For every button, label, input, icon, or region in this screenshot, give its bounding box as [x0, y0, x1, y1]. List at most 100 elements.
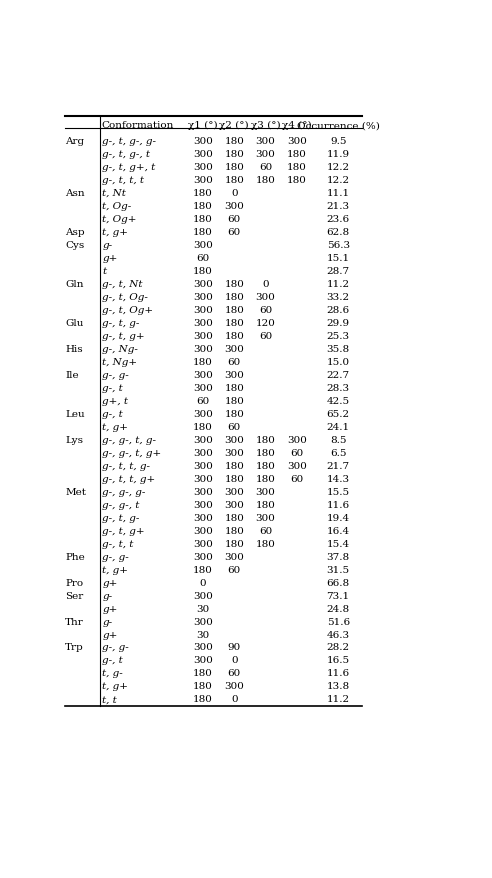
Text: 0: 0	[231, 189, 238, 198]
Text: 11.2: 11.2	[327, 279, 350, 288]
Text: 60: 60	[196, 254, 210, 263]
Text: Lys: Lys	[65, 435, 83, 444]
Text: 300: 300	[193, 137, 213, 146]
Text: g-, t: g-, t	[102, 656, 123, 665]
Text: 120: 120	[255, 318, 276, 327]
Text: 56.3: 56.3	[327, 241, 350, 249]
Text: g+: g+	[102, 630, 118, 639]
Text: Thr: Thr	[65, 617, 84, 626]
Text: 300: 300	[193, 279, 213, 288]
Text: g-, t, g-, g-: g-, t, g-, g-	[102, 137, 156, 146]
Text: 180: 180	[224, 383, 244, 392]
Text: 180: 180	[224, 461, 244, 470]
Text: 180: 180	[255, 176, 276, 184]
Text: 300: 300	[224, 448, 244, 457]
Text: g-, t, t, g+: g-, t, t, g+	[102, 474, 155, 483]
Text: 0: 0	[262, 279, 269, 288]
Text: 14.3: 14.3	[327, 474, 350, 483]
Text: Arg: Arg	[65, 137, 85, 146]
Text: 300: 300	[224, 487, 244, 496]
Text: 300: 300	[224, 344, 244, 353]
Text: 60: 60	[259, 162, 272, 171]
Text: 21.7: 21.7	[327, 461, 350, 470]
Text: 11.6: 11.6	[327, 500, 350, 509]
Text: Cys: Cys	[65, 241, 85, 249]
Text: t, g+: t, g+	[102, 227, 128, 236]
Text: 180: 180	[224, 306, 244, 314]
Text: g-, t, g-: g-, t, g-	[102, 513, 140, 522]
Text: 60: 60	[259, 331, 272, 341]
Text: 37.8: 37.8	[327, 552, 350, 561]
Text: 300: 300	[193, 552, 213, 561]
Text: 60: 60	[228, 565, 241, 574]
Text: 23.6: 23.6	[327, 214, 350, 223]
Text: g-, t, g+: g-, t, g+	[102, 526, 145, 535]
Text: 180: 180	[224, 279, 244, 288]
Text: 90: 90	[228, 643, 241, 651]
Text: 300: 300	[193, 643, 213, 651]
Text: 180: 180	[255, 435, 276, 444]
Text: t: t	[102, 266, 106, 276]
Text: 30: 30	[196, 604, 210, 613]
Text: 300: 300	[255, 513, 276, 522]
Text: 300: 300	[193, 526, 213, 535]
Text: 180: 180	[255, 474, 276, 483]
Text: 11.1: 11.1	[327, 189, 350, 198]
Text: 180: 180	[224, 162, 244, 171]
Text: 25.3: 25.3	[327, 331, 350, 341]
Text: 300: 300	[224, 552, 244, 561]
Text: t, Og-: t, Og-	[102, 201, 131, 211]
Text: 300: 300	[193, 241, 213, 249]
Text: 180: 180	[224, 539, 244, 548]
Text: g-: g-	[102, 617, 113, 626]
Text: g-, g-, t: g-, g-, t	[102, 500, 140, 509]
Text: χ2 (°): χ2 (°)	[219, 121, 249, 130]
Text: 12.2: 12.2	[327, 162, 350, 171]
Text: 60: 60	[228, 227, 241, 236]
Text: g-, t, g-: g-, t, g-	[102, 318, 140, 327]
Text: Phe: Phe	[65, 552, 85, 561]
Text: 16.4: 16.4	[327, 526, 350, 535]
Text: g-, t, Nt: g-, t, Nt	[102, 279, 143, 288]
Text: 16.5: 16.5	[327, 656, 350, 665]
Text: 65.2: 65.2	[327, 409, 350, 418]
Text: 300: 300	[193, 383, 213, 392]
Text: 300: 300	[193, 318, 213, 327]
Text: 180: 180	[224, 409, 244, 418]
Text: 62.8: 62.8	[327, 227, 350, 236]
Text: 60: 60	[259, 526, 272, 535]
Text: Asp: Asp	[65, 227, 85, 236]
Text: g-, t, t: g-, t, t	[102, 539, 134, 548]
Text: g-, t, t, g-: g-, t, t, g-	[102, 461, 150, 470]
Text: 180: 180	[193, 214, 213, 223]
Text: t, Nt: t, Nt	[102, 189, 126, 198]
Text: g-, t, g-, t: g-, t, g-, t	[102, 149, 150, 159]
Text: 11.9: 11.9	[327, 149, 350, 159]
Text: Ser: Ser	[65, 591, 84, 600]
Text: 13.8: 13.8	[327, 681, 350, 691]
Text: g-, g-, g-: g-, g-, g-	[102, 487, 146, 496]
Text: 300: 300	[193, 344, 213, 353]
Text: 180: 180	[193, 422, 213, 431]
Text: 180: 180	[193, 357, 213, 366]
Text: 300: 300	[193, 500, 213, 509]
Text: g-, t: g-, t	[102, 409, 123, 418]
Text: 8.5: 8.5	[330, 435, 346, 444]
Text: 300: 300	[193, 448, 213, 457]
Text: 300: 300	[193, 176, 213, 184]
Text: 300: 300	[224, 500, 244, 509]
Text: 31.5: 31.5	[327, 565, 350, 574]
Text: g-, t, Og+: g-, t, Og+	[102, 306, 154, 314]
Text: 60: 60	[228, 422, 241, 431]
Text: Pro: Pro	[65, 578, 84, 587]
Text: 300: 300	[193, 591, 213, 600]
Text: 300: 300	[193, 461, 213, 470]
Text: Trp: Trp	[65, 643, 84, 651]
Text: Leu: Leu	[65, 409, 85, 418]
Text: 300: 300	[193, 656, 213, 665]
Text: t, Og+: t, Og+	[102, 214, 137, 223]
Text: Conformation: Conformation	[101, 121, 174, 130]
Text: 28.2: 28.2	[327, 643, 350, 651]
Text: g-, g-: g-, g-	[102, 371, 129, 379]
Text: Met: Met	[65, 487, 86, 496]
